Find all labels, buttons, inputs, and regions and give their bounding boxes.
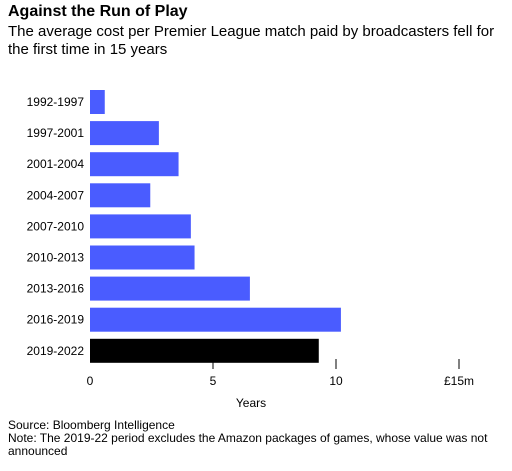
category-label: 2001-2004: [27, 157, 85, 171]
x-tick-label: £15m: [444, 374, 474, 388]
x-tick-label: 0: [87, 374, 94, 388]
bar-1997-2001: [90, 121, 159, 146]
category-label: 2004-2007: [27, 188, 85, 202]
category-label: 1997-2001: [27, 126, 85, 140]
category-label: 2016-2019: [27, 313, 85, 327]
category-label: 1992-1997: [27, 95, 85, 109]
source-note: Source: Bloomberg Intelligence: [8, 418, 175, 432]
bar-2004-2007: [90, 183, 151, 208]
bars-group: [90, 90, 341, 363]
bar-2016-2019: [90, 307, 341, 332]
bar-1992-1997: [90, 90, 105, 114]
category-label: 2010-2013: [27, 251, 85, 265]
bar-2019-2022: [90, 338, 319, 363]
bar-2007-2010: [90, 214, 191, 239]
bar-2010-2013: [90, 245, 195, 270]
x-axis-title: Years: [236, 396, 266, 410]
chart-subtitle: The average cost per Premier League matc…: [8, 23, 495, 58]
category-label: 2013-2016: [27, 282, 85, 296]
x-tick-label: 5: [210, 374, 217, 388]
bar-2001-2004: [90, 152, 179, 177]
category-label: 2019-2022: [27, 344, 85, 358]
bar-2013-2016: [90, 276, 250, 301]
category-labels: 1992-1997 1997-2001 2001-2004 2004-2007 2007…: [27, 95, 85, 358]
x-axis: 0 5 10 £15m: [87, 359, 474, 388]
chart-title: Against the Run of Play: [8, 3, 188, 20]
footnote: Note: The 2019-22 period excludes the Am…: [8, 431, 488, 458]
x-tick-label: 10: [329, 374, 343, 388]
category-label: 2007-2010: [27, 219, 85, 233]
